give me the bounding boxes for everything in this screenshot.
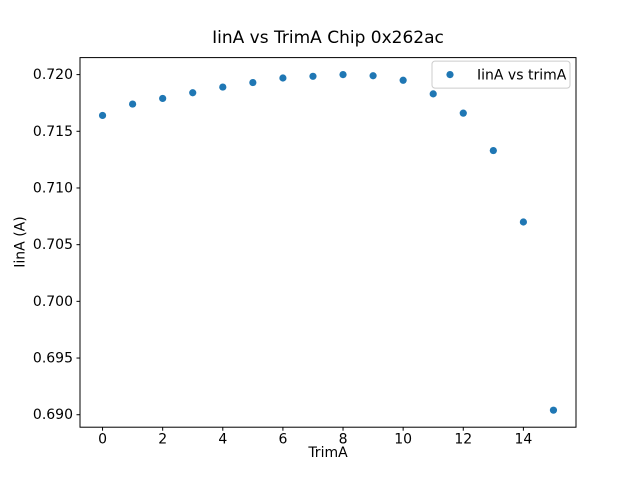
chart-title: IinA vs TrimA Chip 0x262ac: [212, 28, 444, 48]
data-point: [339, 71, 347, 79]
x-tick-label: 2: [158, 432, 167, 448]
legend-marker-dot: [446, 71, 454, 79]
data-point: [429, 90, 437, 98]
y-tick-label: 0.700: [33, 294, 73, 310]
y-tick-label: 0.720: [33, 67, 73, 83]
y-tick-label: 0.690: [33, 407, 73, 423]
data-point: [189, 89, 197, 97]
y-tick-label: 0.705: [33, 237, 73, 253]
data-point: [159, 94, 167, 103]
data-point: [309, 72, 317, 80]
data-point: [219, 83, 227, 91]
legend-box: [431, 60, 571, 89]
data-point: [98, 111, 107, 120]
data-point: [399, 76, 407, 84]
data-point: [249, 78, 257, 87]
x-tick-label: 10: [394, 432, 412, 448]
data-point: [489, 146, 497, 155]
x-tick-label: 12: [454, 432, 472, 448]
x-tick-label: 0: [98, 432, 107, 448]
data-point: [519, 218, 527, 226]
x-tick-label: 6: [278, 432, 287, 448]
legend-label: IinA vs trimA: [477, 68, 567, 84]
x-tick-label: 14: [514, 432, 532, 448]
x-tick-label: 8: [339, 432, 348, 448]
y-tick-label: 0.695: [33, 351, 73, 367]
plot-area-frame: [79, 57, 577, 428]
y-tick-label: 0.710: [33, 180, 73, 196]
y-tick-label: 0.715: [33, 124, 73, 140]
data-point: [129, 100, 137, 108]
data-point: [279, 74, 287, 82]
x-tick-label: 4: [218, 432, 227, 448]
x-axis-label: TrimA: [308, 445, 348, 461]
data-point: [549, 406, 558, 414]
data-point: [459, 109, 467, 117]
y-axis-label: IinA (A): [12, 216, 29, 268]
data-point: [369, 72, 377, 80]
